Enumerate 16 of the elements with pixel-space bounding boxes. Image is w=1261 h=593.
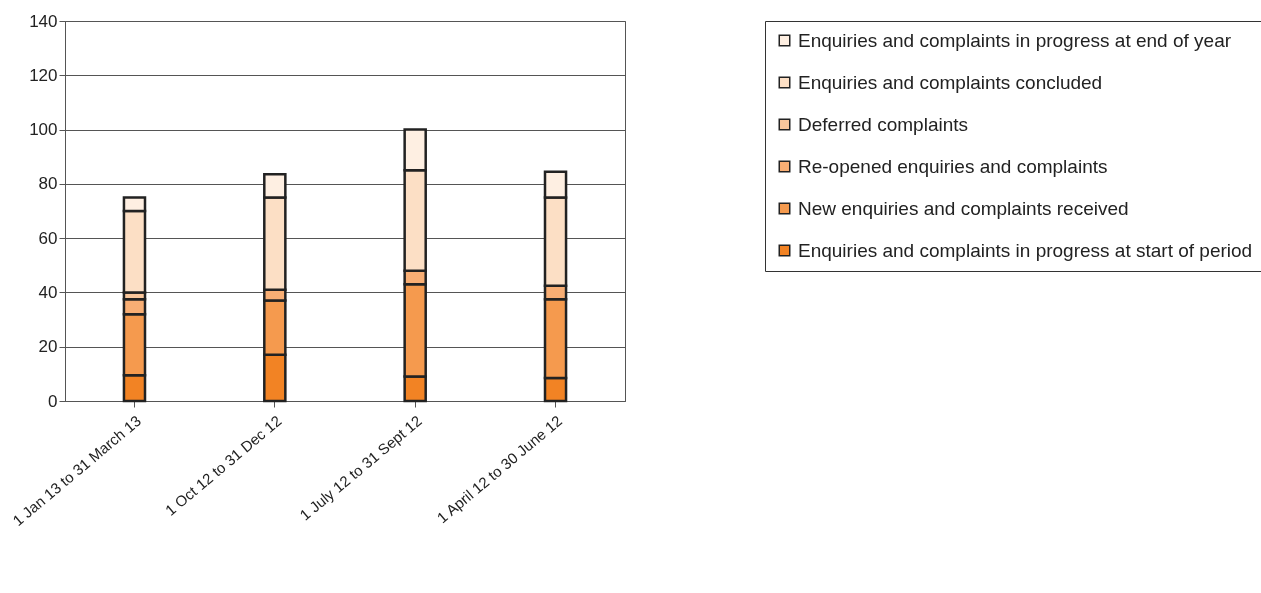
legend-label: Enquiries and complaints in progress at start of period — [798, 239, 1253, 261]
legend-label: Deferred complaints — [798, 113, 969, 135]
y-tick-label: 40 — [38, 282, 58, 302]
legend-label: Enquiries and complaints concluded — [798, 71, 1103, 93]
legend-label: Enquiries and complaints in progress at end of year — [798, 29, 1232, 51]
y-tick-label: 20 — [38, 337, 58, 357]
legend-label: Re-opened enquiries and complaints — [798, 155, 1108, 177]
y-tick-label: 140 — [29, 11, 58, 31]
x-tick-label: 1 Oct 12 to 31 Dec 12 — [161, 411, 285, 519]
y-tick-label: 60 — [38, 228, 58, 248]
y-tick-label: 120 — [29, 65, 58, 85]
x-tick-label: 1 July 12 to 31 Sept 12 — [296, 411, 425, 524]
legend-label: New enquiries and complaints received — [798, 197, 1129, 219]
y-tick-label: 0 — [48, 391, 58, 411]
y-tick-label: 100 — [29, 120, 58, 140]
y-tick-label: 80 — [38, 174, 58, 194]
